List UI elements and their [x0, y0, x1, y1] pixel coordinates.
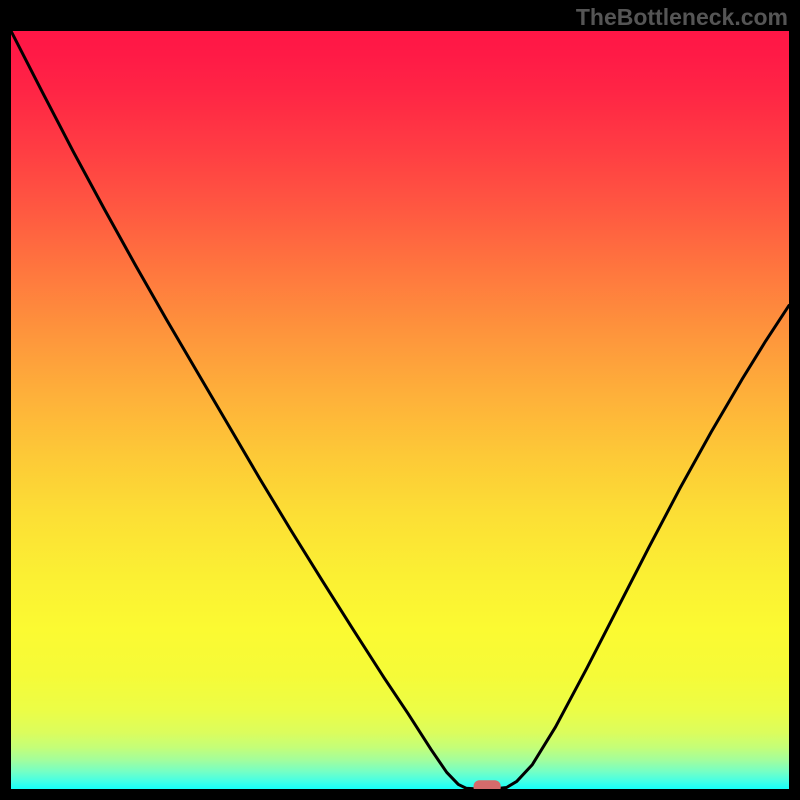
chart-svg: [11, 31, 789, 789]
minimum-marker: [474, 780, 501, 789]
watermark-text: TheBottleneck.com: [576, 4, 788, 31]
plot-area: [11, 31, 789, 789]
gradient-background: [11, 31, 789, 789]
